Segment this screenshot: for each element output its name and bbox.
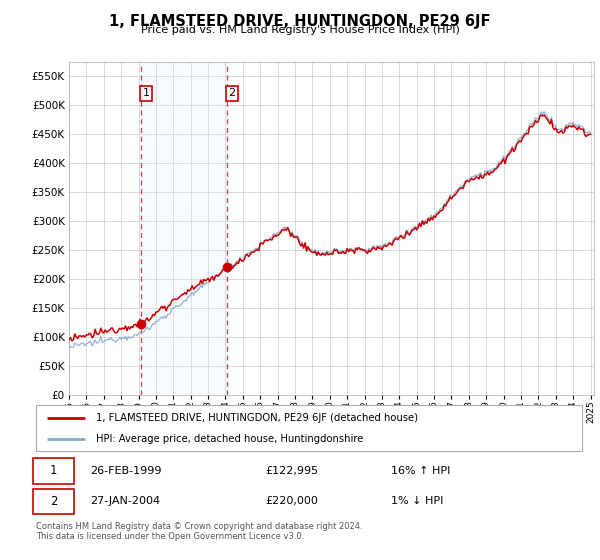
Text: 26-FEB-1999: 26-FEB-1999 [91,466,162,476]
Text: 1: 1 [50,464,58,478]
Text: £122,995: £122,995 [265,466,319,476]
FancyBboxPatch shape [33,459,74,483]
Text: 2: 2 [229,88,236,99]
Text: 1, FLAMSTEED DRIVE, HUNTINGDON, PE29 6JF (detached house): 1, FLAMSTEED DRIVE, HUNTINGDON, PE29 6JF… [96,413,418,423]
Text: Price paid vs. HM Land Registry's House Price Index (HPI): Price paid vs. HM Land Registry's House … [140,25,460,35]
Text: Contains HM Land Registry data © Crown copyright and database right 2024.
This d: Contains HM Land Registry data © Crown c… [36,522,362,542]
Text: 1: 1 [143,88,150,99]
Text: 2: 2 [50,494,58,507]
Text: 1, FLAMSTEED DRIVE, HUNTINGDON, PE29 6JF: 1, FLAMSTEED DRIVE, HUNTINGDON, PE29 6JF [109,14,491,29]
FancyBboxPatch shape [33,488,74,514]
Text: HPI: Average price, detached house, Huntingdonshire: HPI: Average price, detached house, Hunt… [96,435,364,444]
FancyBboxPatch shape [36,405,582,451]
Text: 27-JAN-2004: 27-JAN-2004 [91,496,161,506]
Text: 1% ↓ HPI: 1% ↓ HPI [391,496,443,506]
Bar [141,62,227,395]
Text: 16% ↑ HPI: 16% ↑ HPI [391,466,450,476]
Text: £220,000: £220,000 [265,496,318,506]
